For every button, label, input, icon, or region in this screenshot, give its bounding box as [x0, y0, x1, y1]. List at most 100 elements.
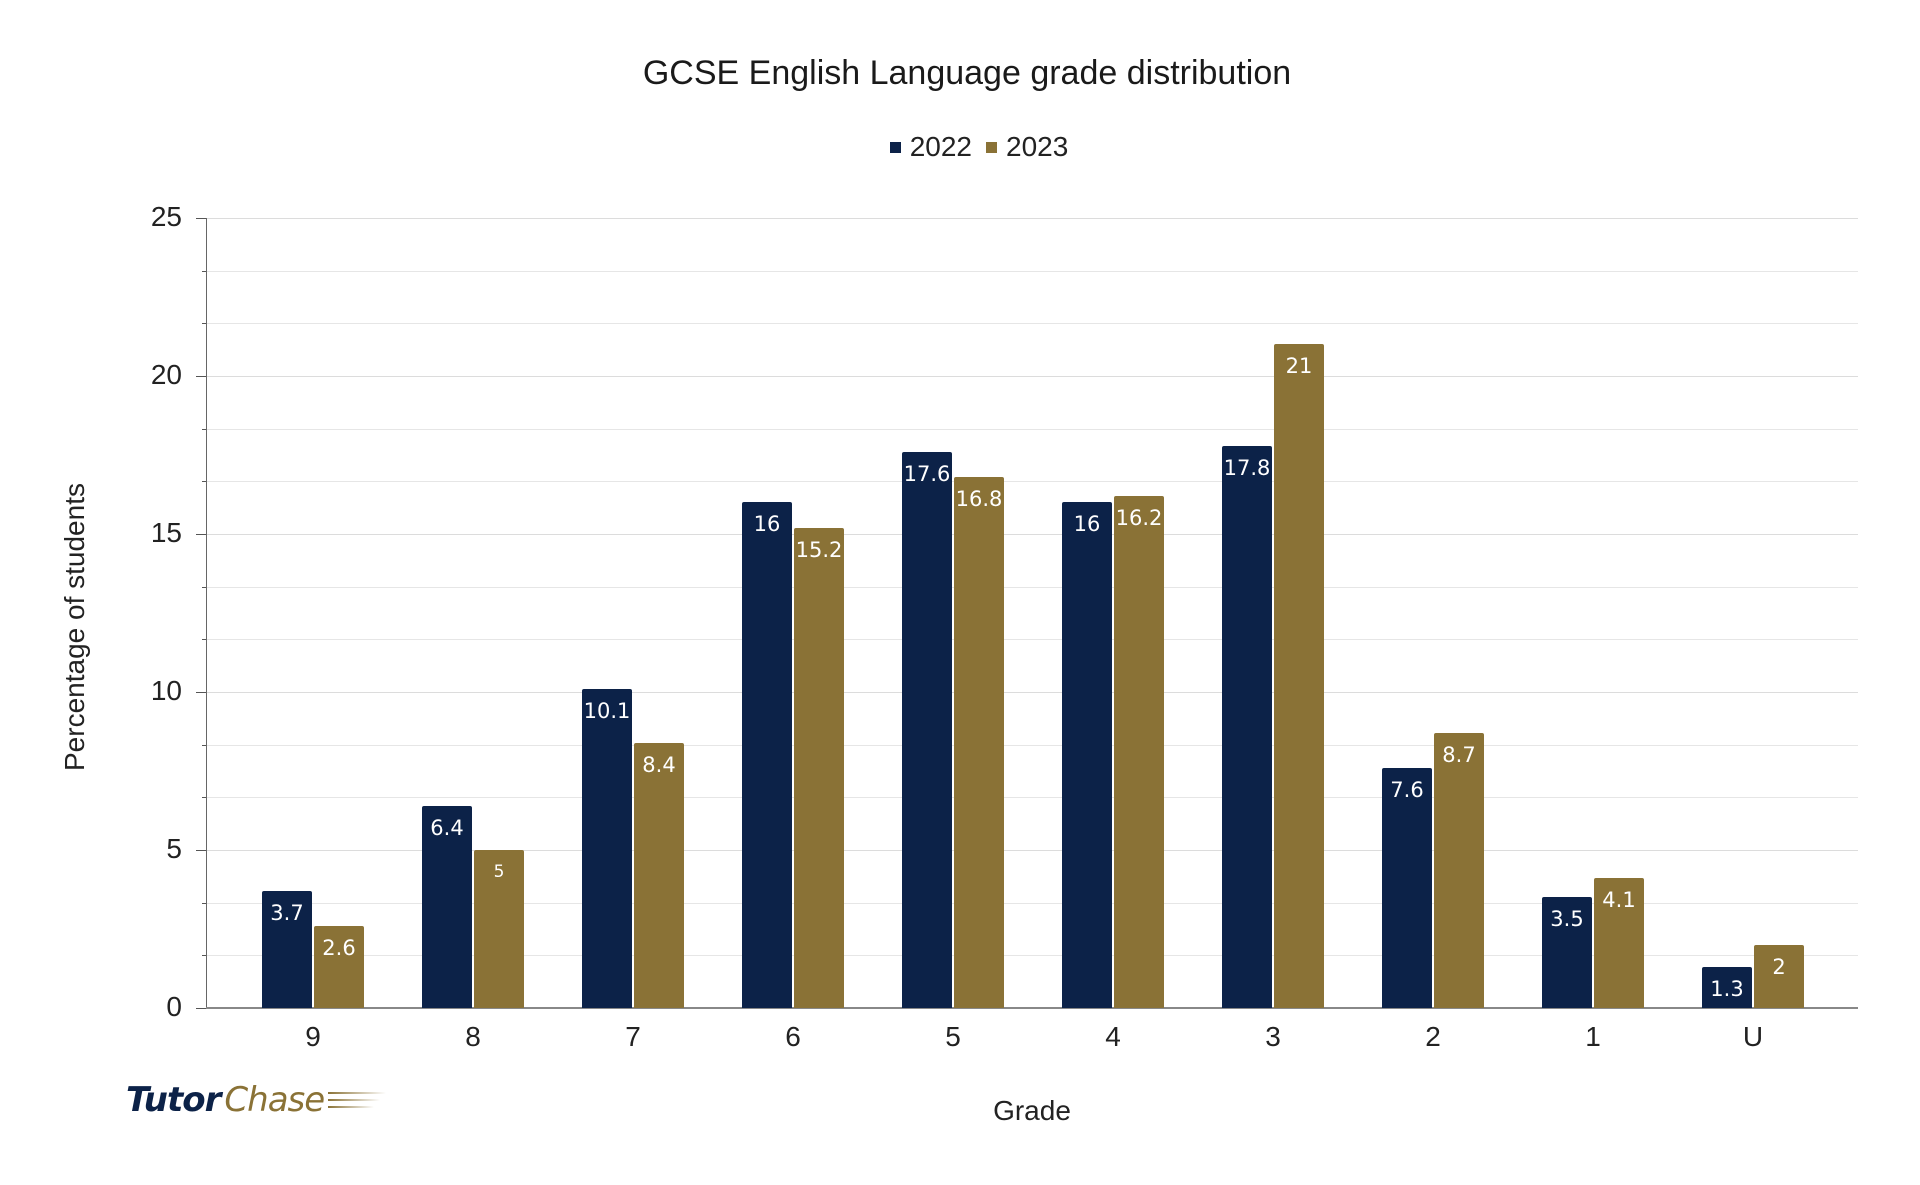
- data-label: 15.2: [795, 537, 843, 562]
- gridline: [206, 955, 1858, 956]
- speed-lines-icon: [328, 1092, 387, 1108]
- data-label: 8.4: [642, 752, 676, 777]
- x-tick-label: 8: [465, 1021, 481, 1052]
- bar-2023-grade-7: 8.4: [634, 742, 684, 1008]
- y-minor-tick: [202, 271, 206, 272]
- bar-2022-grade-9: 3.7: [262, 891, 312, 1008]
- legend-swatch-2023: [986, 141, 997, 153]
- bar-2023-grade-U: 2: [1754, 944, 1804, 1008]
- y-minor-tick: [202, 587, 206, 588]
- bar-2023-grade-8: 5: [474, 850, 524, 1008]
- data-label: 16: [1073, 512, 1101, 537]
- gridline: [206, 429, 1858, 430]
- bar-2022-grade-8: 6.4: [422, 805, 472, 1008]
- legend-swatch-2022: [889, 141, 901, 153]
- y-axis-line: [206, 218, 207, 1008]
- gridline: [206, 271, 1858, 272]
- gridline: [206, 639, 1858, 640]
- y-tick-label: 10: [150, 675, 182, 706]
- x-tick-label: 7: [625, 1021, 641, 1052]
- data-label: 7.6: [1390, 777, 1424, 802]
- y-minor-tick: [202, 903, 206, 904]
- bar-2022-grade-2: 7.6: [1382, 767, 1432, 1008]
- bar-2022-grade-3: 17.8: [1222, 445, 1272, 1008]
- legend-label-2023: 2023: [1006, 131, 1069, 162]
- gridline: [206, 481, 1858, 482]
- bar-2022-grade-5: 17.6: [902, 451, 952, 1008]
- y-major-tick: [196, 850, 206, 851]
- chart-title: GCSE English Language grade distribution: [642, 54, 1292, 92]
- x-tick-label: 9: [305, 1021, 321, 1052]
- data-label: 16.8: [955, 487, 1003, 512]
- data-label: 8.7: [1442, 743, 1476, 768]
- data-label: 17.8: [1223, 455, 1271, 480]
- x-tick-label: 2: [1425, 1021, 1441, 1052]
- y-minor-tick: [202, 797, 206, 798]
- data-label: 2: [1772, 954, 1786, 979]
- gridline: [206, 376, 1858, 377]
- data-label: 6.4: [430, 815, 464, 840]
- logo-text-chase: Chase: [224, 1080, 325, 1120]
- x-axis-line: [206, 1007, 1858, 1009]
- bar-2022-grade-6: 16: [742, 502, 792, 1008]
- bar-2023-grade-9: 2.6: [314, 925, 364, 1008]
- gridline: [206, 323, 1858, 324]
- bar-2023-grade-3: 21: [1274, 344, 1324, 1008]
- y-major-tick: [196, 534, 206, 535]
- data-label: 16: [753, 512, 781, 537]
- data-label: 1.3: [1710, 976, 1744, 1001]
- data-label: 21: [1285, 354, 1313, 379]
- y-major-tick: [196, 1008, 206, 1009]
- bar-2022-grade-4: 16: [1062, 502, 1112, 1008]
- legend-label-2022: 2022: [909, 131, 972, 162]
- gridline: [206, 692, 1858, 693]
- x-tick-label: 5: [945, 1021, 961, 1052]
- y-tick-label: 15: [150, 517, 182, 548]
- y-minor-tick: [202, 955, 206, 956]
- legend-item-2022: 2022: [889, 131, 972, 163]
- y-minor-tick: [202, 745, 206, 746]
- bar-2023-grade-4: 16.2: [1114, 496, 1164, 1008]
- y-axis-title: Percentage of students: [59, 483, 90, 771]
- data-label: 4.1: [1602, 888, 1636, 913]
- data-label: 3.7: [270, 901, 304, 926]
- x-tick-label: 6: [785, 1021, 801, 1052]
- gridline: [206, 850, 1858, 851]
- gridline: [206, 903, 1858, 904]
- legend: 2022 2023: [0, 131, 1920, 163]
- gridline: [206, 534, 1858, 535]
- x-axis-title: Grade: [993, 1095, 1071, 1126]
- x-tick-label: 3: [1265, 1021, 1281, 1052]
- bar-2022-grade-7: 10.1: [582, 688, 632, 1008]
- data-label: 16.2: [1115, 506, 1163, 531]
- bar-2022-grade-1: 3.5: [1542, 897, 1592, 1008]
- gridline: [206, 745, 1858, 746]
- y-major-tick: [196, 692, 206, 693]
- y-minor-tick: [202, 323, 206, 324]
- gridline: [206, 587, 1858, 588]
- y-minor-tick: [202, 429, 206, 430]
- logo-text-tutor: Tutor: [126, 1080, 221, 1120]
- gridline: [206, 218, 1858, 219]
- y-major-tick: [196, 376, 206, 377]
- data-label: 10.1: [583, 698, 631, 723]
- y-tick-label: 0: [166, 991, 182, 1022]
- y-minor-tick: [202, 481, 206, 482]
- x-tick-label: 4: [1105, 1021, 1121, 1052]
- bar-2023-grade-6: 15.2: [794, 527, 844, 1008]
- y-tick-label: 20: [150, 359, 182, 390]
- data-label: 3.5: [1550, 907, 1584, 932]
- data-label: 17.6: [903, 461, 951, 486]
- y-major-tick: [196, 218, 206, 219]
- x-tick-label: U: [1742, 1021, 1764, 1052]
- data-label: 5: [493, 862, 505, 882]
- bar-2022-grade-U: 1.3: [1702, 966, 1752, 1008]
- legend-item-2023: 2023: [986, 131, 1068, 163]
- y-tick-label: 5: [166, 833, 182, 864]
- bar-2023-grade-5: 16.8: [954, 477, 1004, 1008]
- y-tick-label: 25: [150, 201, 182, 232]
- bar-2023-grade-2: 8.7: [1434, 733, 1484, 1008]
- data-label: 2.6: [322, 935, 356, 960]
- tutorchase-logo: Tutor Chase: [126, 1080, 387, 1120]
